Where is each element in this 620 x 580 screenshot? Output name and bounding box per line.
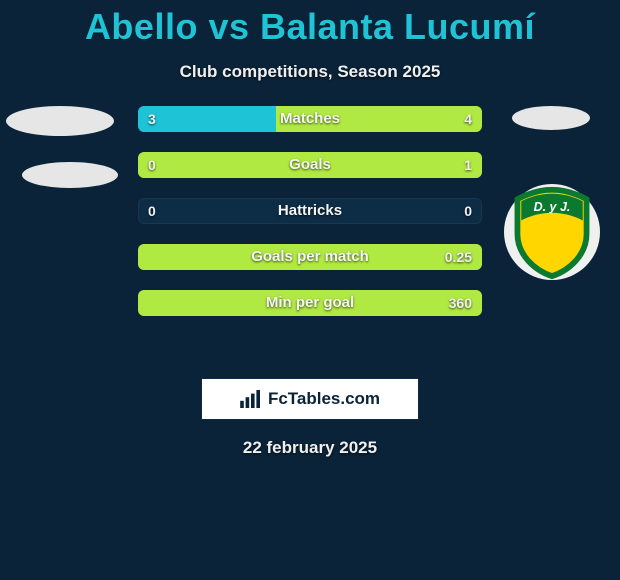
brand-bars-icon [240, 390, 262, 408]
stat-label: Hattricks [138, 198, 482, 224]
stat-row: Min per goal360 [138, 290, 482, 316]
stat-right-fill [138, 244, 482, 270]
stat-value-right: 0 [464, 198, 472, 224]
brand-box: FcTables.com [201, 378, 419, 420]
stat-row: Matches34 [138, 106, 482, 132]
stat-right-fill [276, 106, 482, 132]
club-badge: D. y J. [504, 184, 600, 280]
brand-text: FcTables.com [268, 389, 380, 409]
stat-row: Goals01 [138, 152, 482, 178]
stat-row: Goals per match0.25 [138, 244, 482, 270]
subtitle: Club competitions, Season 2025 [0, 62, 620, 82]
badge-text: D. y J. [534, 200, 571, 214]
right-player-placeholder [512, 106, 590, 130]
club-badge-svg: D. y J. [504, 184, 600, 280]
date-text: 22 february 2025 [0, 438, 620, 458]
stat-right-fill [138, 290, 482, 316]
stat-value-left: 0 [148, 198, 156, 224]
left-player-placeholder-2 [22, 162, 118, 188]
stat-right-fill [138, 152, 482, 178]
page-title: Abello vs Balanta Lucumí [0, 0, 620, 48]
stat-bars: Matches34 Goals01 Hattricks0 0 Goals per mat… [138, 106, 482, 336]
comparison-stage: D. y J. Matches34 Goals01 Hattricks0 0 Goals… [0, 106, 620, 366]
left-player-placeholder-1 [6, 106, 114, 136]
stat-left-fill [138, 106, 276, 132]
stat-row: Hattricks0 0 [138, 198, 482, 224]
